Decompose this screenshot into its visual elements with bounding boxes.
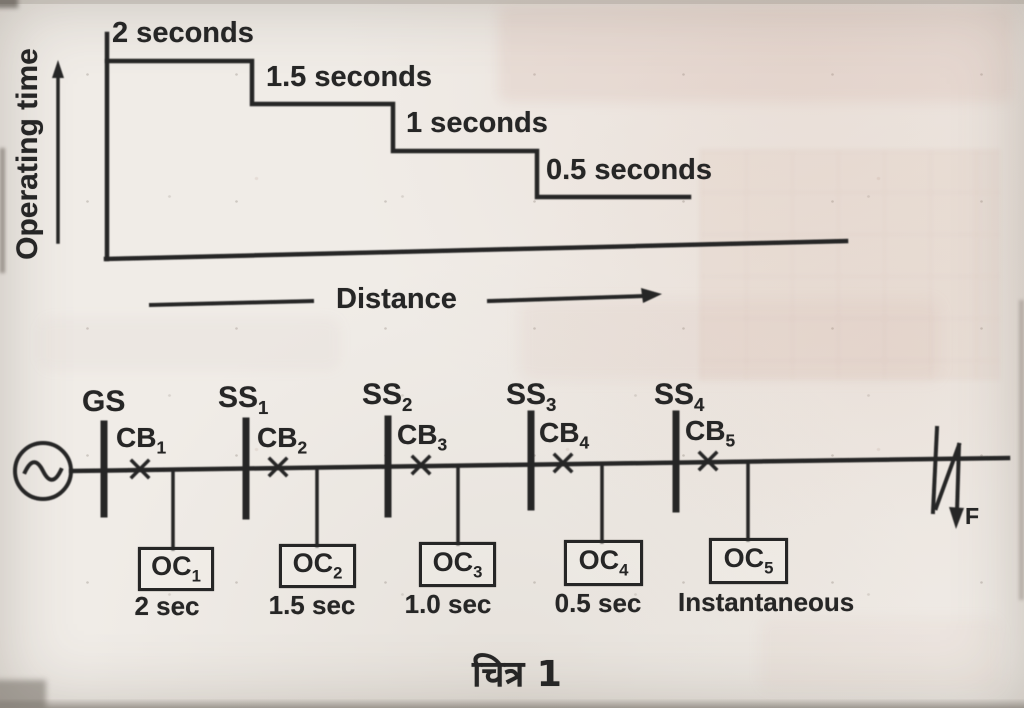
- relay-label: OC1: [151, 551, 201, 586]
- relay-box-oc5: OC5: [709, 538, 788, 584]
- step-label-1-5s: 1.5 seconds: [266, 61, 433, 93]
- step-label-2s: 2 seconds: [112, 17, 254, 49]
- bus-label-ss1: SS1: [218, 381, 268, 419]
- bus-name: SS: [218, 381, 259, 414]
- fault-label: F: [965, 503, 980, 529]
- bus-label-ss2: SS2: [362, 378, 412, 416]
- breaker-cross-icon-cb2: [267, 456, 289, 478]
- cb-sub: 4: [579, 432, 590, 453]
- relay-label: OC5: [723, 543, 774, 578]
- distance-arrow-icon: [148, 288, 662, 308]
- cb-sub: 1: [156, 437, 167, 458]
- relay-time-oc1: 2 sec: [134, 591, 200, 621]
- relay-box-oc3: OC3: [419, 542, 496, 587]
- relay-time-oc3: 1.0 sec: [404, 589, 492, 619]
- cb-name: CB: [397, 419, 438, 450]
- bus-label-ss4: SS4: [654, 378, 704, 416]
- relay-box-oc1: OC1: [138, 547, 214, 591]
- bus-sub: 4: [694, 394, 705, 415]
- cb-sub: 5: [725, 430, 736, 451]
- cb-sub: 2: [297, 437, 308, 458]
- relay-label: OC4: [578, 545, 629, 580]
- step-label-0-5s: 0.5 seconds: [546, 154, 713, 186]
- bus-name: SS: [362, 378, 403, 411]
- breaker-label-cb3: CB3: [397, 419, 447, 456]
- bus-name: GS: [82, 385, 126, 418]
- figure-caption: चित्र 1: [472, 654, 562, 695]
- breaker-label-cb4: CB4: [539, 417, 589, 454]
- cb-name: CB: [685, 415, 726, 446]
- bus-sub: 3: [546, 394, 557, 415]
- breaker-label-cb5: CB5: [685, 415, 735, 452]
- chart-baseline: [103, 238, 849, 262]
- feeder-line: [68, 455, 1011, 474]
- breaker-cross-icon-cb3: [410, 454, 432, 476]
- breaker-cross-icon-cb1: [129, 458, 151, 480]
- bus-name: SS: [654, 378, 695, 411]
- cb-name: CB: [116, 422, 157, 453]
- fault-arrow-icon: [930, 425, 964, 529]
- cb-sub: 3: [437, 434, 448, 455]
- bus-label-ss3: SS3: [506, 378, 556, 416]
- bus-sub: 1: [258, 397, 269, 418]
- relay-box-oc4: OC4: [564, 540, 643, 586]
- relay-label: OC3: [432, 546, 483, 582]
- bus-label-gs: GS: [82, 385, 125, 423]
- relay-time-oc5: Instantaneous: [678, 587, 855, 617]
- x-axis-label: Distance: [336, 283, 457, 315]
- breaker-label-cb1: CB1: [116, 422, 166, 459]
- cb-name: CB: [257, 422, 298, 453]
- bus-name: SS: [506, 378, 547, 411]
- time-step-curve: [104, 58, 692, 200]
- bus-sub: 2: [402, 394, 413, 415]
- generator-icon: [13, 441, 73, 501]
- cb-name: CB: [539, 417, 580, 448]
- relay-time-oc2: 1.5 sec: [268, 590, 356, 620]
- relay-label: OC2: [292, 548, 343, 583]
- operating-time-arrow-icon: [52, 60, 64, 244]
- breaker-cross-icon-cb4: [552, 452, 574, 474]
- relay-time-oc4: 0.5 sec: [554, 588, 642, 618]
- breaker-label-cb2: CB2: [257, 422, 307, 459]
- breaker-cross-icon-cb5: [697, 450, 719, 472]
- relay-box-oc2: OC2: [279, 544, 356, 588]
- step-label-1s: 1 seconds: [406, 107, 548, 139]
